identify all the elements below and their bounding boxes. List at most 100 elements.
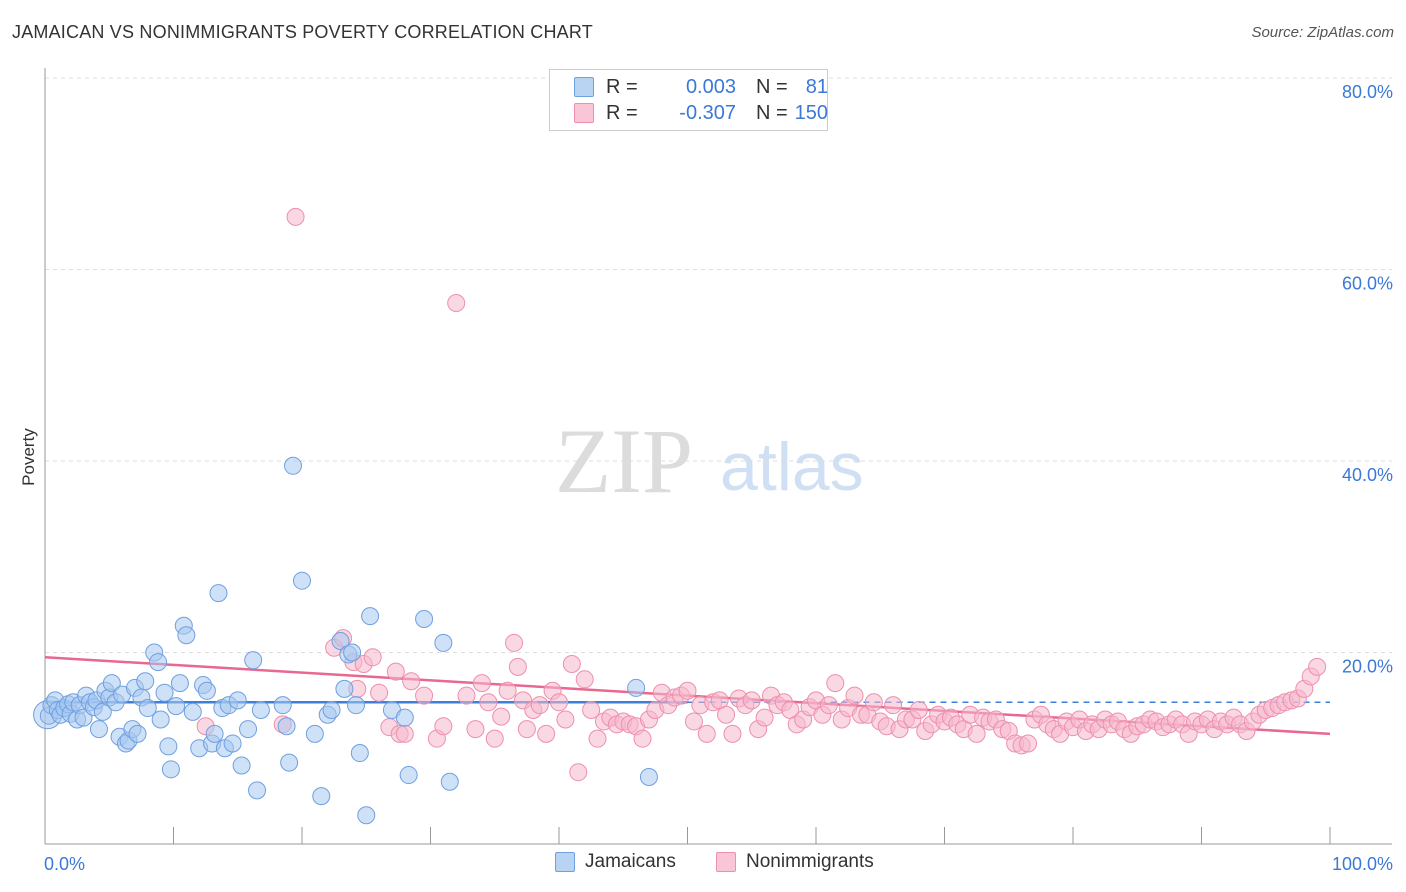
nonimmigrants-point <box>755 708 774 727</box>
x-tick-label: 0.0% <box>44 854 85 874</box>
nonimmigrants-point <box>386 662 405 681</box>
jamaicans-point <box>170 674 189 693</box>
jamaicans-point <box>151 710 170 729</box>
jamaicans-point <box>149 653 168 672</box>
jamaicans-point <box>248 781 267 800</box>
nonimmigrants-point <box>485 729 504 748</box>
y-tick-label: 80.0% <box>1342 82 1393 102</box>
nonimmigrants-point <box>588 729 607 748</box>
jamaicans-point <box>244 651 263 670</box>
source-label: Source: ZipAtlas.com <box>1251 24 1394 41</box>
jamaicans-point <box>346 696 365 715</box>
nonimmigrants-point <box>286 207 305 226</box>
jamaicans-point <box>331 632 350 651</box>
nonimmigrants-point <box>537 724 556 743</box>
nonimmigrants-point <box>1308 657 1327 676</box>
y-tick-label: 20.0% <box>1342 657 1393 677</box>
nonimmigrants-point <box>415 686 434 705</box>
y-tick-label: 60.0% <box>1342 274 1393 294</box>
nonimmigrants-point <box>363 648 382 667</box>
legend-item-nonimmigrants: Nonimmigrants <box>716 851 874 873</box>
jamaicans-point <box>136 672 155 691</box>
jamaicans-point <box>312 787 331 806</box>
nonimmigrants-point <box>402 672 421 691</box>
jamaicans-point <box>357 806 376 825</box>
jamaicans-point <box>322 700 341 719</box>
legend-item-jamaicans: Jamaicans <box>555 851 676 873</box>
jamaicans-point <box>177 626 196 645</box>
jamaicans-point <box>277 717 296 736</box>
jamaicans-point <box>138 699 157 718</box>
nonimmigrants-point <box>492 707 511 726</box>
nonimmigrants-point <box>530 696 549 715</box>
jamaicans-point <box>161 760 180 779</box>
nonimmigrants-point <box>684 712 703 731</box>
jamaicans-point <box>627 678 646 697</box>
nonimmigrants-point <box>845 686 864 705</box>
nonimmigrants-point <box>742 691 761 710</box>
jamaicans-point <box>128 724 147 743</box>
jamaicans-point <box>251 700 270 719</box>
legend-r-value: 0.003 <box>685 75 736 98</box>
nonimmigrants-point <box>434 717 453 736</box>
chart-title: JAMAICAN VS NONIMMIGRANTS POVERTY CORREL… <box>12 22 593 42</box>
nonimmigrants-point <box>967 724 986 743</box>
jamaicans-point <box>209 584 228 603</box>
jamaicans-point <box>167 697 186 716</box>
jamaicans-point <box>434 633 453 652</box>
watermark-atlas: atlas <box>720 429 864 505</box>
nonimmigrants-point <box>884 696 903 715</box>
nonimmigrants-point <box>370 683 389 702</box>
nonimmigrants-point <box>909 700 928 719</box>
jamaicans-point <box>273 696 292 715</box>
jamaicans-point <box>239 720 258 739</box>
jamaicans-point <box>639 767 658 786</box>
nonimmigrants-swatch <box>574 103 594 123</box>
nonimmigrants-point <box>1019 734 1038 753</box>
jamaicans-swatch <box>574 77 594 97</box>
jamaicans-point <box>361 607 380 626</box>
x-tick-label: 100.0% <box>1332 854 1393 874</box>
jamaicans-point <box>155 683 174 702</box>
nonimmigrants-point <box>395 724 414 743</box>
legend-r-value: -0.307 <box>679 101 736 124</box>
nonimmigrants-point <box>479 693 498 712</box>
jamaicans-point <box>350 744 369 763</box>
nonimmigrants-point <box>697 724 716 743</box>
jamaicans-point <box>305 724 324 743</box>
nonimmigrants-point <box>717 705 736 724</box>
nonimmigrants-point <box>819 696 838 715</box>
legend-n-label: N = <box>756 75 788 98</box>
nonimmigrants-point <box>569 763 588 782</box>
jamaicans-point <box>335 679 354 698</box>
jamaicans-point <box>89 720 108 739</box>
nonimmigrants-point <box>517 720 536 739</box>
y-axis-title: Poverty <box>19 428 38 486</box>
nonimmigrants-point <box>508 657 527 676</box>
nonimmigrants-legend-swatch <box>716 852 736 872</box>
nonimmigrants-legend-label: Nonimmigrants <box>746 851 874 872</box>
jamaicans-point <box>197 681 216 700</box>
nonimmigrants-point <box>498 681 517 700</box>
jamaicans-point <box>280 753 299 772</box>
nonimmigrants-point <box>466 720 485 739</box>
nonimmigrants-point <box>457 686 476 705</box>
nonimmigrants-point <box>582 700 601 719</box>
jamaicans-point <box>415 609 434 628</box>
nonimmigrants-point <box>556 710 575 729</box>
jamaicans-point <box>395 708 414 727</box>
stats-legend: R = 0.003 N = 81 R = -0.307 N = 150 <box>549 69 828 131</box>
nonimmigrants-point <box>447 294 466 313</box>
legend-n-label: N = <box>756 101 788 124</box>
jamaicans-point <box>399 766 418 785</box>
jamaicans-point <box>293 571 311 590</box>
legend-r-label: R = <box>606 75 638 98</box>
jamaicans-legend-label: Jamaicans <box>585 851 676 872</box>
nonimmigrants-point <box>575 670 594 689</box>
nonimmigrants-point <box>678 681 697 700</box>
jamaicans-point <box>228 691 247 710</box>
legend-r-label: R = <box>606 101 638 124</box>
nonimmigrants-point <box>562 654 581 673</box>
jamaicans-point <box>159 737 178 756</box>
